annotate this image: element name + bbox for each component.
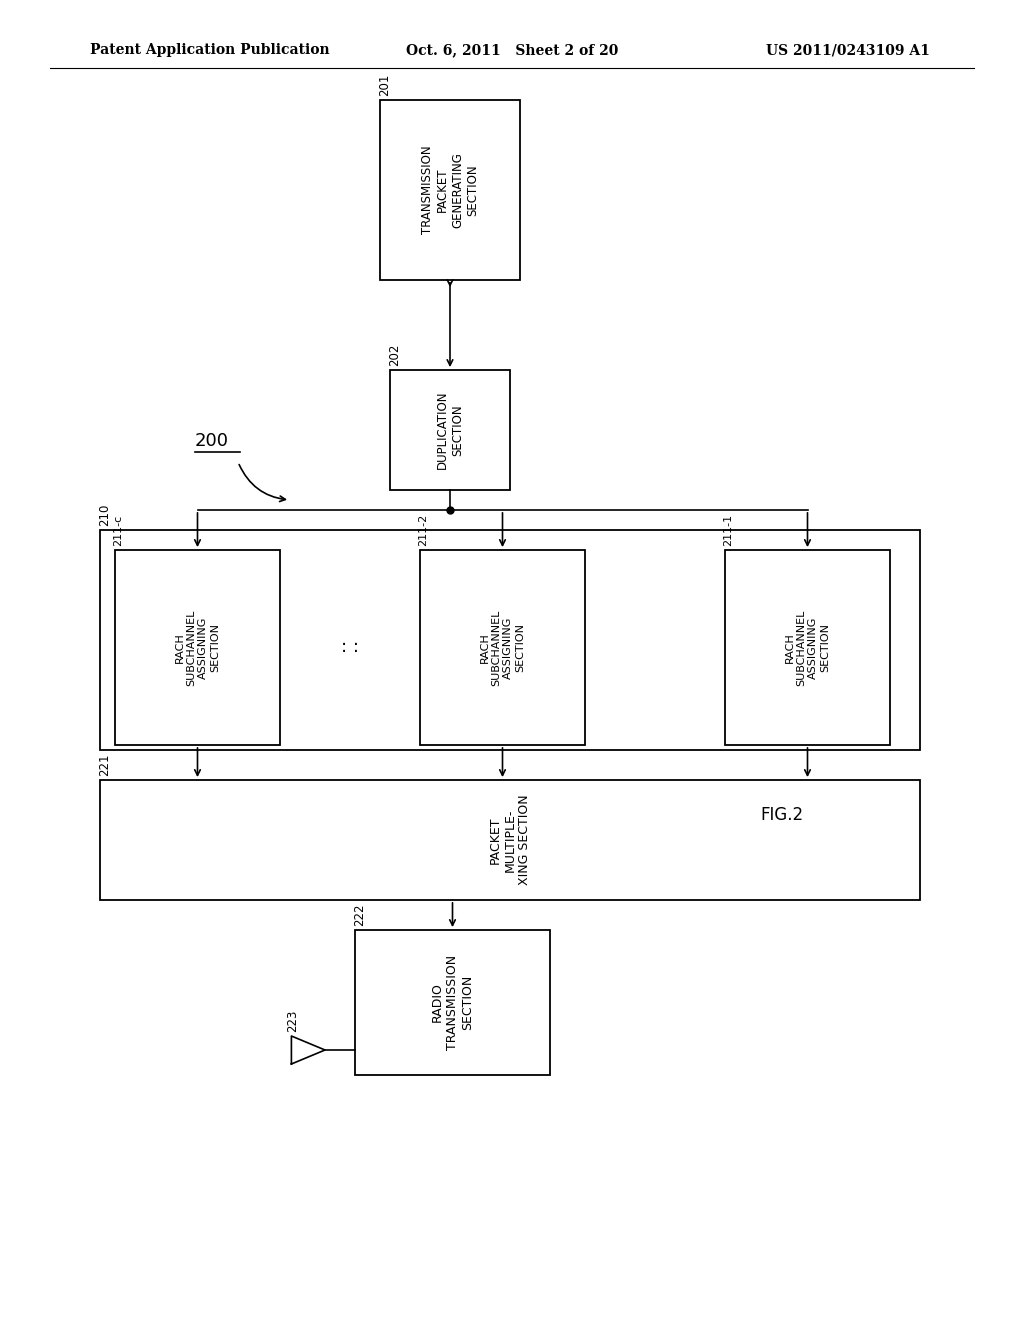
Text: RACH
SUBCHANNEL
ASSIGNING
SECTION: RACH SUBCHANNEL ASSIGNING SECTION bbox=[480, 610, 525, 685]
Text: RACH
SUBCHANNEL
ASSIGNING
SECTION: RACH SUBCHANNEL ASSIGNING SECTION bbox=[175, 610, 220, 685]
Text: 222: 222 bbox=[353, 903, 366, 927]
Text: FIG.2: FIG.2 bbox=[760, 807, 803, 824]
Text: 200: 200 bbox=[195, 432, 229, 450]
Bar bbox=[100, 780, 920, 900]
Bar bbox=[420, 550, 585, 744]
Text: RADIO
TRANSMISSION
SECTION: RADIO TRANSMISSION SECTION bbox=[431, 954, 474, 1051]
Bar bbox=[380, 100, 520, 280]
Text: US 2011/0243109 A1: US 2011/0243109 A1 bbox=[766, 44, 930, 57]
Text: DUPLICATION
SECTION: DUPLICATION SECTION bbox=[436, 391, 464, 469]
Text: 201: 201 bbox=[378, 74, 391, 96]
Bar bbox=[355, 931, 550, 1074]
Bar bbox=[390, 370, 510, 490]
Text: 221: 221 bbox=[98, 754, 111, 776]
Text: 211-1: 211-1 bbox=[723, 513, 733, 546]
Bar bbox=[100, 531, 920, 750]
Text: Patent Application Publication: Patent Application Publication bbox=[90, 44, 330, 57]
Text: 202: 202 bbox=[388, 343, 401, 366]
Text: : :: : : bbox=[341, 639, 359, 656]
Text: 210: 210 bbox=[98, 504, 111, 525]
Text: PACKET
MULTIPLE-
XING SECTION: PACKET MULTIPLE- XING SECTION bbox=[488, 795, 531, 886]
Text: TRANSMISSION
PACKET
GENERATING
SECTION: TRANSMISSION PACKET GENERATING SECTION bbox=[421, 145, 479, 235]
Text: 223: 223 bbox=[287, 1010, 299, 1032]
Text: 211-c: 211-c bbox=[113, 515, 123, 546]
Bar bbox=[725, 550, 890, 744]
Text: 211-2: 211-2 bbox=[418, 513, 428, 546]
Text: RACH
SUBCHANNEL
ASSIGNING
SECTION: RACH SUBCHANNEL ASSIGNING SECTION bbox=[785, 610, 829, 685]
Bar bbox=[115, 550, 280, 744]
Text: Oct. 6, 2011   Sheet 2 of 20: Oct. 6, 2011 Sheet 2 of 20 bbox=[406, 44, 618, 57]
